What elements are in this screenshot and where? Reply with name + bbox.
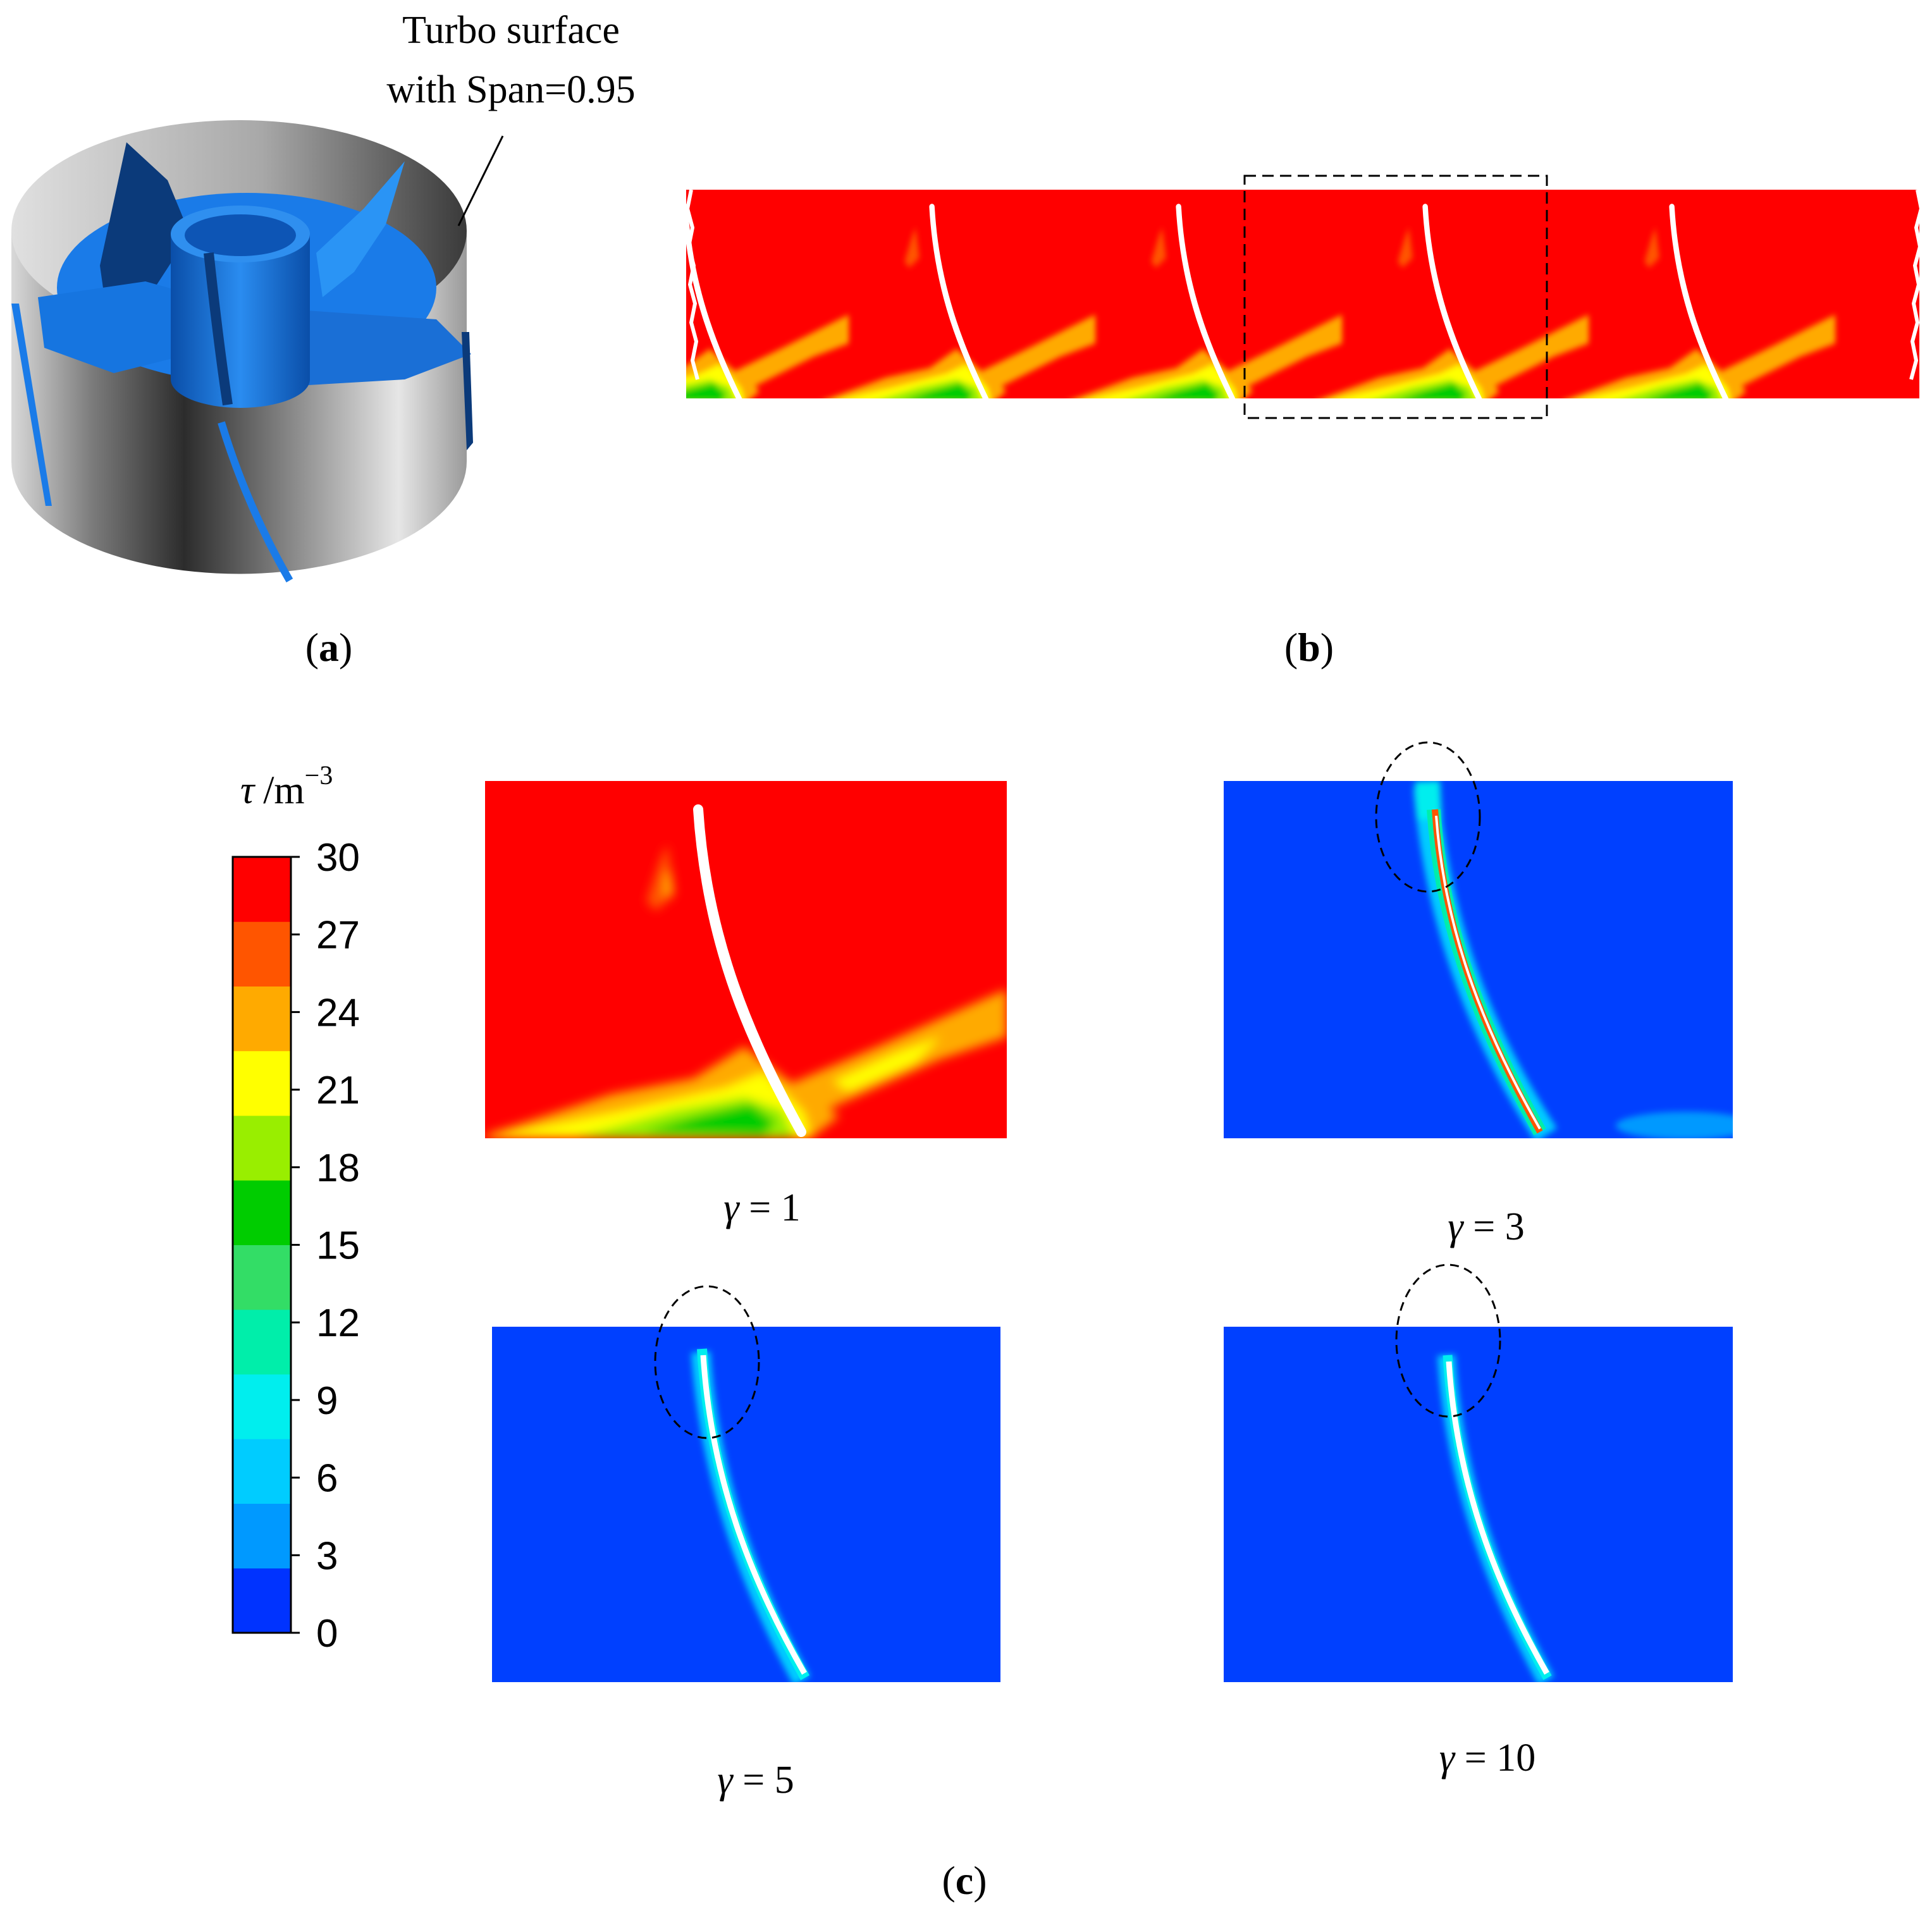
colorbar-tick-label: 3 <box>316 1534 338 1578</box>
blade-tip-left <box>11 304 52 506</box>
case-label-gamma-3: γ = 3 <box>1448 1205 1524 1248</box>
colorbar-tick-label: 27 <box>316 914 360 957</box>
colorbar-level <box>233 1050 291 1116</box>
colorbar-tick-label: 12 <box>316 1301 360 1345</box>
hub-blade-root <box>204 252 233 406</box>
contour-panel-gamma-3 <box>1224 781 1733 1138</box>
colorbar-level <box>233 857 291 922</box>
contour-panel-gamma-1 <box>485 781 1007 1138</box>
blade-tip-front <box>218 421 293 582</box>
blade-passage <box>1569 204 1836 398</box>
colorbar-level <box>233 1568 291 1633</box>
panel-label-b: (b) <box>1284 625 1334 670</box>
colorbar-level <box>233 1180 291 1245</box>
annotation-line-2: with Span=0.95 <box>386 68 635 111</box>
blade-back-right <box>316 161 405 297</box>
selection-dashed-box <box>1243 175 1548 419</box>
impeller-3d-view <box>11 120 473 582</box>
cascade-contour-plot <box>686 190 1919 398</box>
tip-highlight-circle-gamma-5 <box>654 1285 760 1439</box>
colorbar-level <box>233 986 291 1052</box>
hub-body <box>171 234 310 408</box>
blade-passage <box>686 204 849 398</box>
cascade-left-edge <box>685 189 699 380</box>
colorbar-title: τ/m−3 <box>240 761 333 812</box>
case-label-gamma-10: γ = 10 <box>1439 1737 1535 1780</box>
case-label-gamma-1: γ = 1 <box>723 1186 800 1229</box>
annotation-leader-line <box>457 135 504 226</box>
colorbar-tick-label: 0 <box>316 1612 338 1656</box>
colorbar-level <box>233 1245 291 1310</box>
colorbar-tick-label: 24 <box>316 991 360 1035</box>
cascade-right-edge <box>1909 189 1924 380</box>
colorbar-level <box>233 1374 291 1439</box>
colorbar-level <box>233 921 291 987</box>
tip-highlight-circle-gamma-3 <box>1375 741 1481 893</box>
blade-passage <box>1076 204 1343 398</box>
colorbar-tick-label: 15 <box>316 1224 360 1268</box>
colorbar-level <box>233 1439 291 1504</box>
colorbar-level <box>233 1309 291 1375</box>
colorbar-tick-label: 18 <box>316 1146 360 1190</box>
colorbar-level <box>233 1116 291 1181</box>
blade-tip-right <box>462 332 473 450</box>
blade-front-left <box>38 281 202 373</box>
colorbar-level <box>233 1503 291 1569</box>
hub-bore <box>185 214 296 256</box>
blade-passage <box>1322 204 1589 398</box>
blade-front-right <box>278 310 471 386</box>
tip-highlight-circle-gamma-10 <box>1395 1263 1501 1418</box>
panel-label-c: (c) <box>942 1858 987 1903</box>
contour-background <box>686 190 1919 398</box>
contour-panel-gamma-10 <box>1224 1327 1733 1682</box>
colorbar-tick-label: 6 <box>316 1457 338 1501</box>
colorbar-tick-label: 9 <box>316 1379 338 1423</box>
annotation-line-1: Turbo surface <box>402 9 620 52</box>
colorbar-tick-label: 21 <box>316 1069 360 1112</box>
blade-passage <box>829 204 1096 398</box>
colorbar-tick-label: 30 <box>316 836 360 880</box>
case-label-gamma-5: γ = 5 <box>717 1759 794 1802</box>
panel-label-a: (a) <box>305 625 353 670</box>
contour-panel-gamma-5 <box>492 1327 1000 1682</box>
blade-back-left <box>100 142 190 319</box>
